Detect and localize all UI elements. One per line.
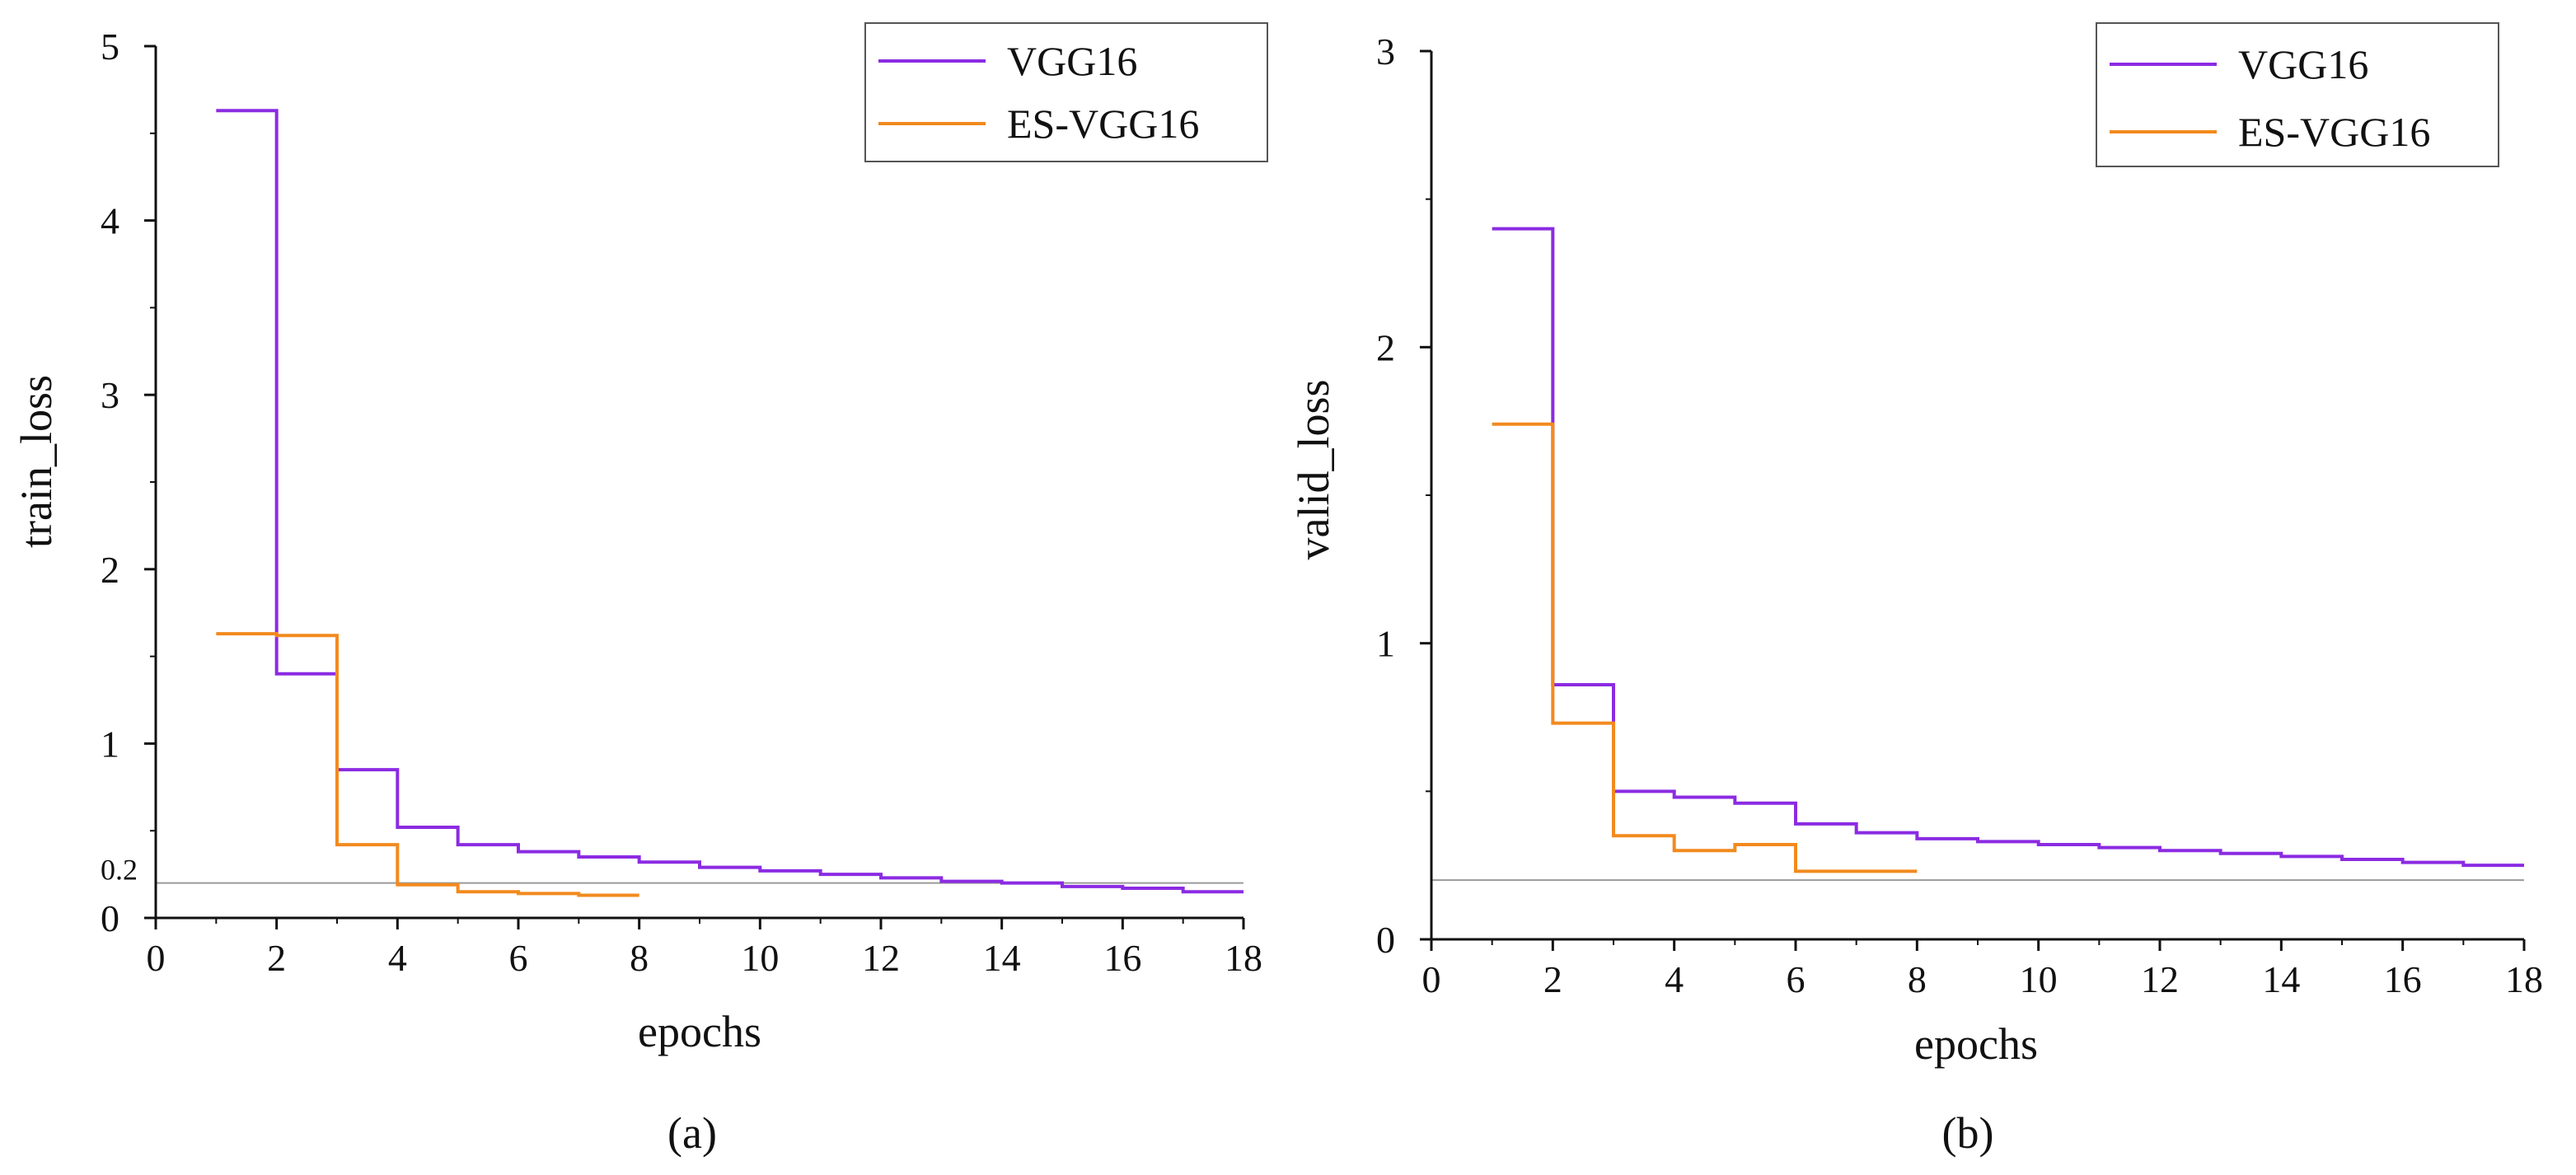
y-tick-label-a-2: 2 <box>101 549 119 591</box>
x-tick-label-b-2: 2 <box>1543 958 1562 1000</box>
series-line-es-vgg16-b <box>1492 422 1918 873</box>
x-axis-title-a: epochs <box>638 1007 761 1056</box>
x-tick-label-b-0: 0 <box>1422 958 1441 1000</box>
caption-a: (a) <box>667 1108 717 1158</box>
y-tick-label-b-0: 0 <box>1376 919 1395 961</box>
y-tick-label-a-5: 5 <box>101 26 119 68</box>
y-axis-title-a: train_loss <box>12 375 61 548</box>
x-tick-label-b-6: 6 <box>1787 958 1806 1000</box>
legend-label-vgg16-a: VGG16 <box>1007 38 1137 84</box>
y-tick-label-a-0: 0 <box>101 897 119 939</box>
y-extra-tick-label-a: 0.2 <box>101 854 138 887</box>
x-tick-label-a-2: 2 <box>267 937 286 979</box>
x-tick-label-b-10: 10 <box>2020 958 2058 1000</box>
x-tick-label-b-8: 8 <box>1908 958 1927 1000</box>
x-tick-label-a-6: 6 <box>509 937 528 979</box>
x-tick-label-a-16: 16 <box>1103 937 1141 979</box>
x-axis-title-b: epochs <box>1914 1019 2038 1069</box>
series-line-vgg16-b <box>1492 227 2524 868</box>
series-line-vgg16-a <box>216 109 1244 894</box>
y-tick-label-a-4: 4 <box>101 200 119 242</box>
x-tick-label-a-12: 12 <box>862 937 900 979</box>
y-tick-label-b-1: 1 <box>1376 623 1395 665</box>
x-tick-label-b-16: 16 <box>2384 958 2422 1000</box>
x-tick-label-b-18: 18 <box>2505 958 2543 1000</box>
x-tick-label-a-10: 10 <box>741 937 779 979</box>
y-tick-label-b-3: 3 <box>1376 30 1395 73</box>
x-tick-label-a-4: 4 <box>388 937 407 979</box>
caption-b: (b) <box>1942 1108 1994 1158</box>
x-tick-label-b-14: 14 <box>2262 958 2300 1000</box>
x-tick-label-a-8: 8 <box>630 937 649 979</box>
x-tick-label-a-18: 18 <box>1225 937 1262 979</box>
plot-area-b <box>1431 227 2524 882</box>
y-tick-label-a-3: 3 <box>101 374 119 416</box>
x-tick-label-b-12: 12 <box>2141 958 2179 1000</box>
series-line-es-vgg16-a <box>216 632 639 897</box>
legend-label-es-vgg16-a: ES-VGG16 <box>1007 101 1199 147</box>
legend-box-a <box>864 22 1268 162</box>
y-tick-label-a-1: 1 <box>101 723 119 765</box>
legend-label-es-vgg16-b: ES-VGG16 <box>2238 109 2430 155</box>
legend-b: VGG16 ES-VGG16 <box>2096 22 2499 167</box>
legend-a: VGG16 ES-VGG16 <box>864 22 1268 162</box>
x-tick-label-a-0: 0 <box>147 937 166 979</box>
x-tick-label-a-14: 14 <box>983 937 1021 979</box>
x-tick-label-b-4: 4 <box>1665 958 1684 1000</box>
legend-box-b <box>2096 22 2499 167</box>
y-axis-title-b: valid_loss <box>1289 379 1338 559</box>
plot-area-a <box>156 109 1244 897</box>
y-tick-label-b-2: 2 <box>1376 326 1395 368</box>
legend-label-vgg16-b: VGG16 <box>2238 41 2368 87</box>
